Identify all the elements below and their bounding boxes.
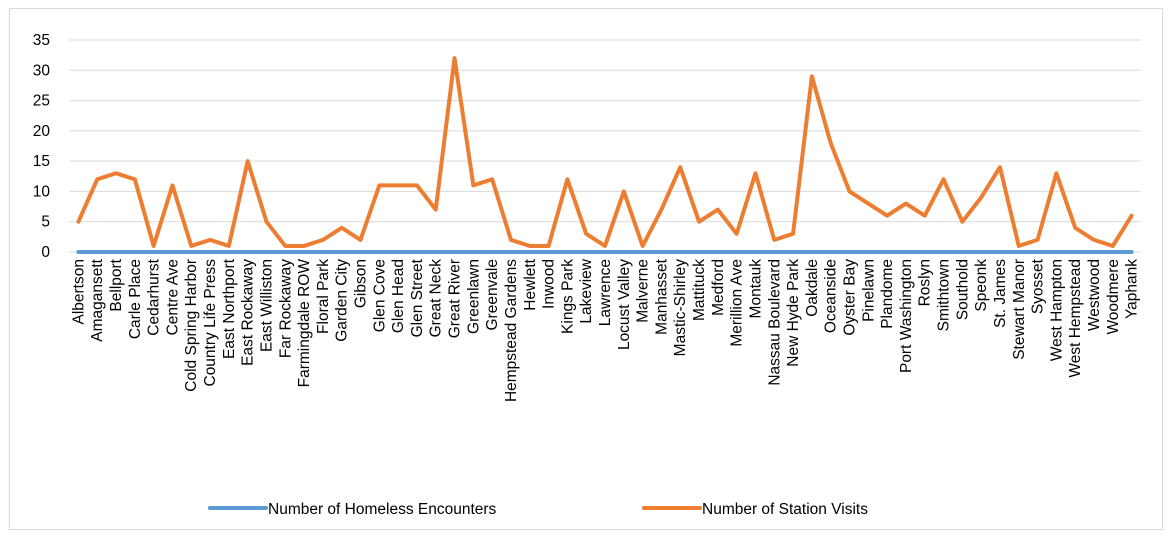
x-category-label: Great River	[447, 259, 464, 338]
x-category-label: Inwood	[541, 259, 558, 309]
x-category-label: East Williston	[258, 259, 275, 352]
chart-area: 0 5 10 15 20 25 30 35 Albertson Amagansett Bellpo…	[9, 8, 1163, 530]
x-category-label: Amagansett	[89, 258, 106, 341]
x-category-label: West Hempstead	[1067, 259, 1084, 378]
x-category-label: Floral Park	[315, 259, 332, 334]
y-tick-label: 35	[33, 32, 50, 49]
y-tick-label: 30	[33, 62, 51, 79]
x-category-label: Lawrence	[597, 259, 614, 326]
x-category-label: Far Rockaway	[277, 259, 294, 358]
x-category-label: Port Washington	[898, 259, 915, 373]
x-category-label: West Hampton	[1048, 259, 1065, 361]
x-category-label: Malverne	[635, 259, 652, 323]
x-category-label: Mattituck	[691, 259, 708, 321]
y-tick-label: 10	[33, 183, 51, 200]
x-category-label: Cold Spring Harbor	[183, 259, 200, 392]
x-category-label: Locust Valley	[616, 259, 633, 350]
x-axis-category-labels: Albertson Amagansett Bellport Carle Place Ce…	[70, 258, 1140, 402]
line-chart: 0 5 10 15 20 25 30 35 Albertson Amagansett Bellpo…	[33, 32, 1141, 518]
gridlines	[69, 39, 1141, 253]
x-category-label: Pinelawn	[860, 259, 877, 322]
x-category-label: Great Neck	[428, 259, 445, 338]
series-lines	[76, 56, 1134, 254]
x-category-label: Syosset	[1030, 258, 1047, 314]
x-category-label: Merillion Ave	[729, 259, 746, 347]
y-axis-tick-labels: 0 5 10 15 20 25 30 35	[33, 32, 51, 261]
x-category-label: Glen Cove	[371, 259, 388, 332]
x-category-label: Oceanside	[823, 259, 840, 333]
x-category-label: Speonk	[973, 259, 990, 312]
x-category-label: Hempstead Gardens	[503, 259, 520, 402]
x-category-label: Country Life Press	[202, 259, 219, 387]
x-category-label: Medford	[710, 259, 727, 316]
x-category-label: Stewart Manor	[1011, 259, 1028, 360]
x-category-label: Oakdale	[804, 259, 821, 317]
x-category-label: Westwood	[1086, 259, 1103, 331]
x-category-label: Oyster Bay	[841, 259, 858, 336]
x-category-label: Carle Place	[127, 259, 144, 339]
x-category-label: Nassau Boulevard	[766, 259, 783, 386]
x-category-label: Cedarhurst	[146, 258, 163, 335]
x-category-label: Greenlawn	[465, 259, 482, 334]
x-category-label: Smithtown	[936, 259, 953, 331]
x-category-label: Mastic-Shirley	[672, 259, 689, 357]
x-category-label: Farmingdale ROW	[296, 259, 313, 388]
x-category-label: Woodmere	[1105, 259, 1122, 335]
y-tick-label: 5	[41, 214, 50, 231]
x-category-label: Albertson	[70, 259, 87, 324]
x-category-label: Plandome	[879, 259, 896, 329]
x-category-label: Gibson	[353, 259, 370, 308]
x-category-label: Glen Head	[390, 259, 407, 333]
x-category-label: Garden City	[334, 259, 351, 342]
x-category-label: East Rockaway	[240, 259, 257, 366]
x-category-label: Lakeview	[578, 258, 595, 323]
y-tick-label: 0	[41, 244, 50, 261]
legend: Number of Homeless Encounters Number of S…	[208, 501, 868, 518]
x-category-label: Yaphank	[1124, 259, 1141, 319]
x-category-label: St. James	[992, 259, 1009, 328]
x-category-label: Roslyn	[917, 259, 934, 306]
x-category-label: Centre Ave	[164, 259, 181, 335]
x-category-label: Southold	[954, 259, 971, 320]
x-category-label: East Northport	[221, 258, 238, 359]
legend-label: Number of Homeless Encounters	[268, 501, 497, 518]
x-category-label: Kings Park	[559, 259, 576, 334]
x-category-label: Greenvale	[484, 259, 501, 331]
x-category-label: Manhasset	[653, 258, 670, 335]
x-category-label: Hewlett	[522, 258, 539, 310]
x-category-label: Glen Street	[409, 258, 426, 337]
x-category-label: Bellport	[108, 258, 125, 311]
x-category-label: Montauk	[747, 259, 764, 319]
series-line-2	[76, 56, 1134, 248]
y-tick-label: 15	[33, 153, 50, 170]
x-category-label: New Hyde Park	[785, 259, 802, 367]
legend-label: Number of Station Visits	[702, 501, 868, 518]
y-tick-label: 20	[33, 123, 51, 140]
y-tick-label: 25	[33, 93, 50, 110]
